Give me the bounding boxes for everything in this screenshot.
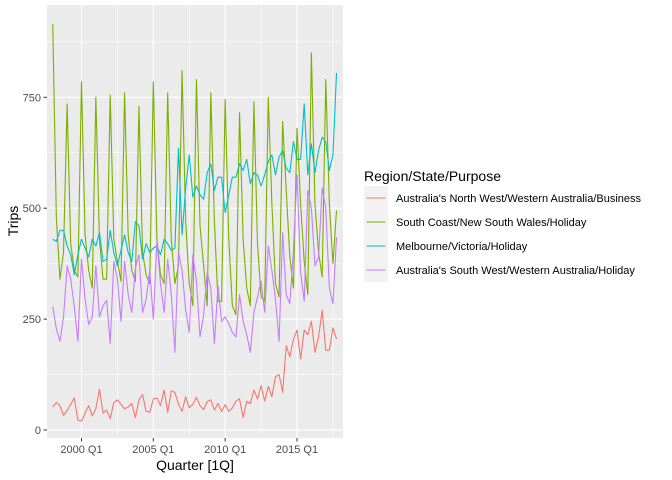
series-line-3 bbox=[52, 72, 338, 276]
y-tick-label: 750 bbox=[23, 92, 41, 104]
x-tick-label: 2010 Q1 bbox=[204, 444, 246, 456]
legend-label: South Coast/New South Wales/Holiday bbox=[396, 217, 587, 229]
series-line-1 bbox=[52, 309, 338, 422]
legend-label: Australia's North West/Western Australia… bbox=[396, 193, 642, 205]
y-axis: 0 250 500 750 bbox=[23, 92, 47, 437]
y-axis-title: Trips bbox=[5, 206, 21, 237]
major-gridlines bbox=[47, 5, 343, 438]
x-tick-label: 2005 Q1 bbox=[132, 444, 174, 456]
legend-label: Melbourne/Victoria/Holiday bbox=[396, 241, 528, 253]
legend: Region/State/Purpose Australia's North W… bbox=[364, 168, 642, 282]
y-tick-label: 500 bbox=[23, 203, 41, 215]
y-tick-label: 0 bbox=[35, 425, 41, 437]
series-line-4 bbox=[52, 174, 338, 353]
series-layer bbox=[52, 24, 338, 422]
y-tick-label: 250 bbox=[23, 314, 41, 326]
plot-panel bbox=[47, 5, 343, 438]
legend-label: Australia's South West/Western Australia… bbox=[396, 265, 635, 277]
x-axis: 2000 Q1 2005 Q1 2010 Q1 2015 Q1 bbox=[60, 438, 318, 456]
legend-title: Region/State/Purpose bbox=[364, 168, 501, 184]
x-tick-label: 2015 Q1 bbox=[276, 444, 318, 456]
x-axis-title: Quarter [1Q] bbox=[156, 457, 234, 473]
x-tick-label: 2000 Q1 bbox=[60, 444, 102, 456]
